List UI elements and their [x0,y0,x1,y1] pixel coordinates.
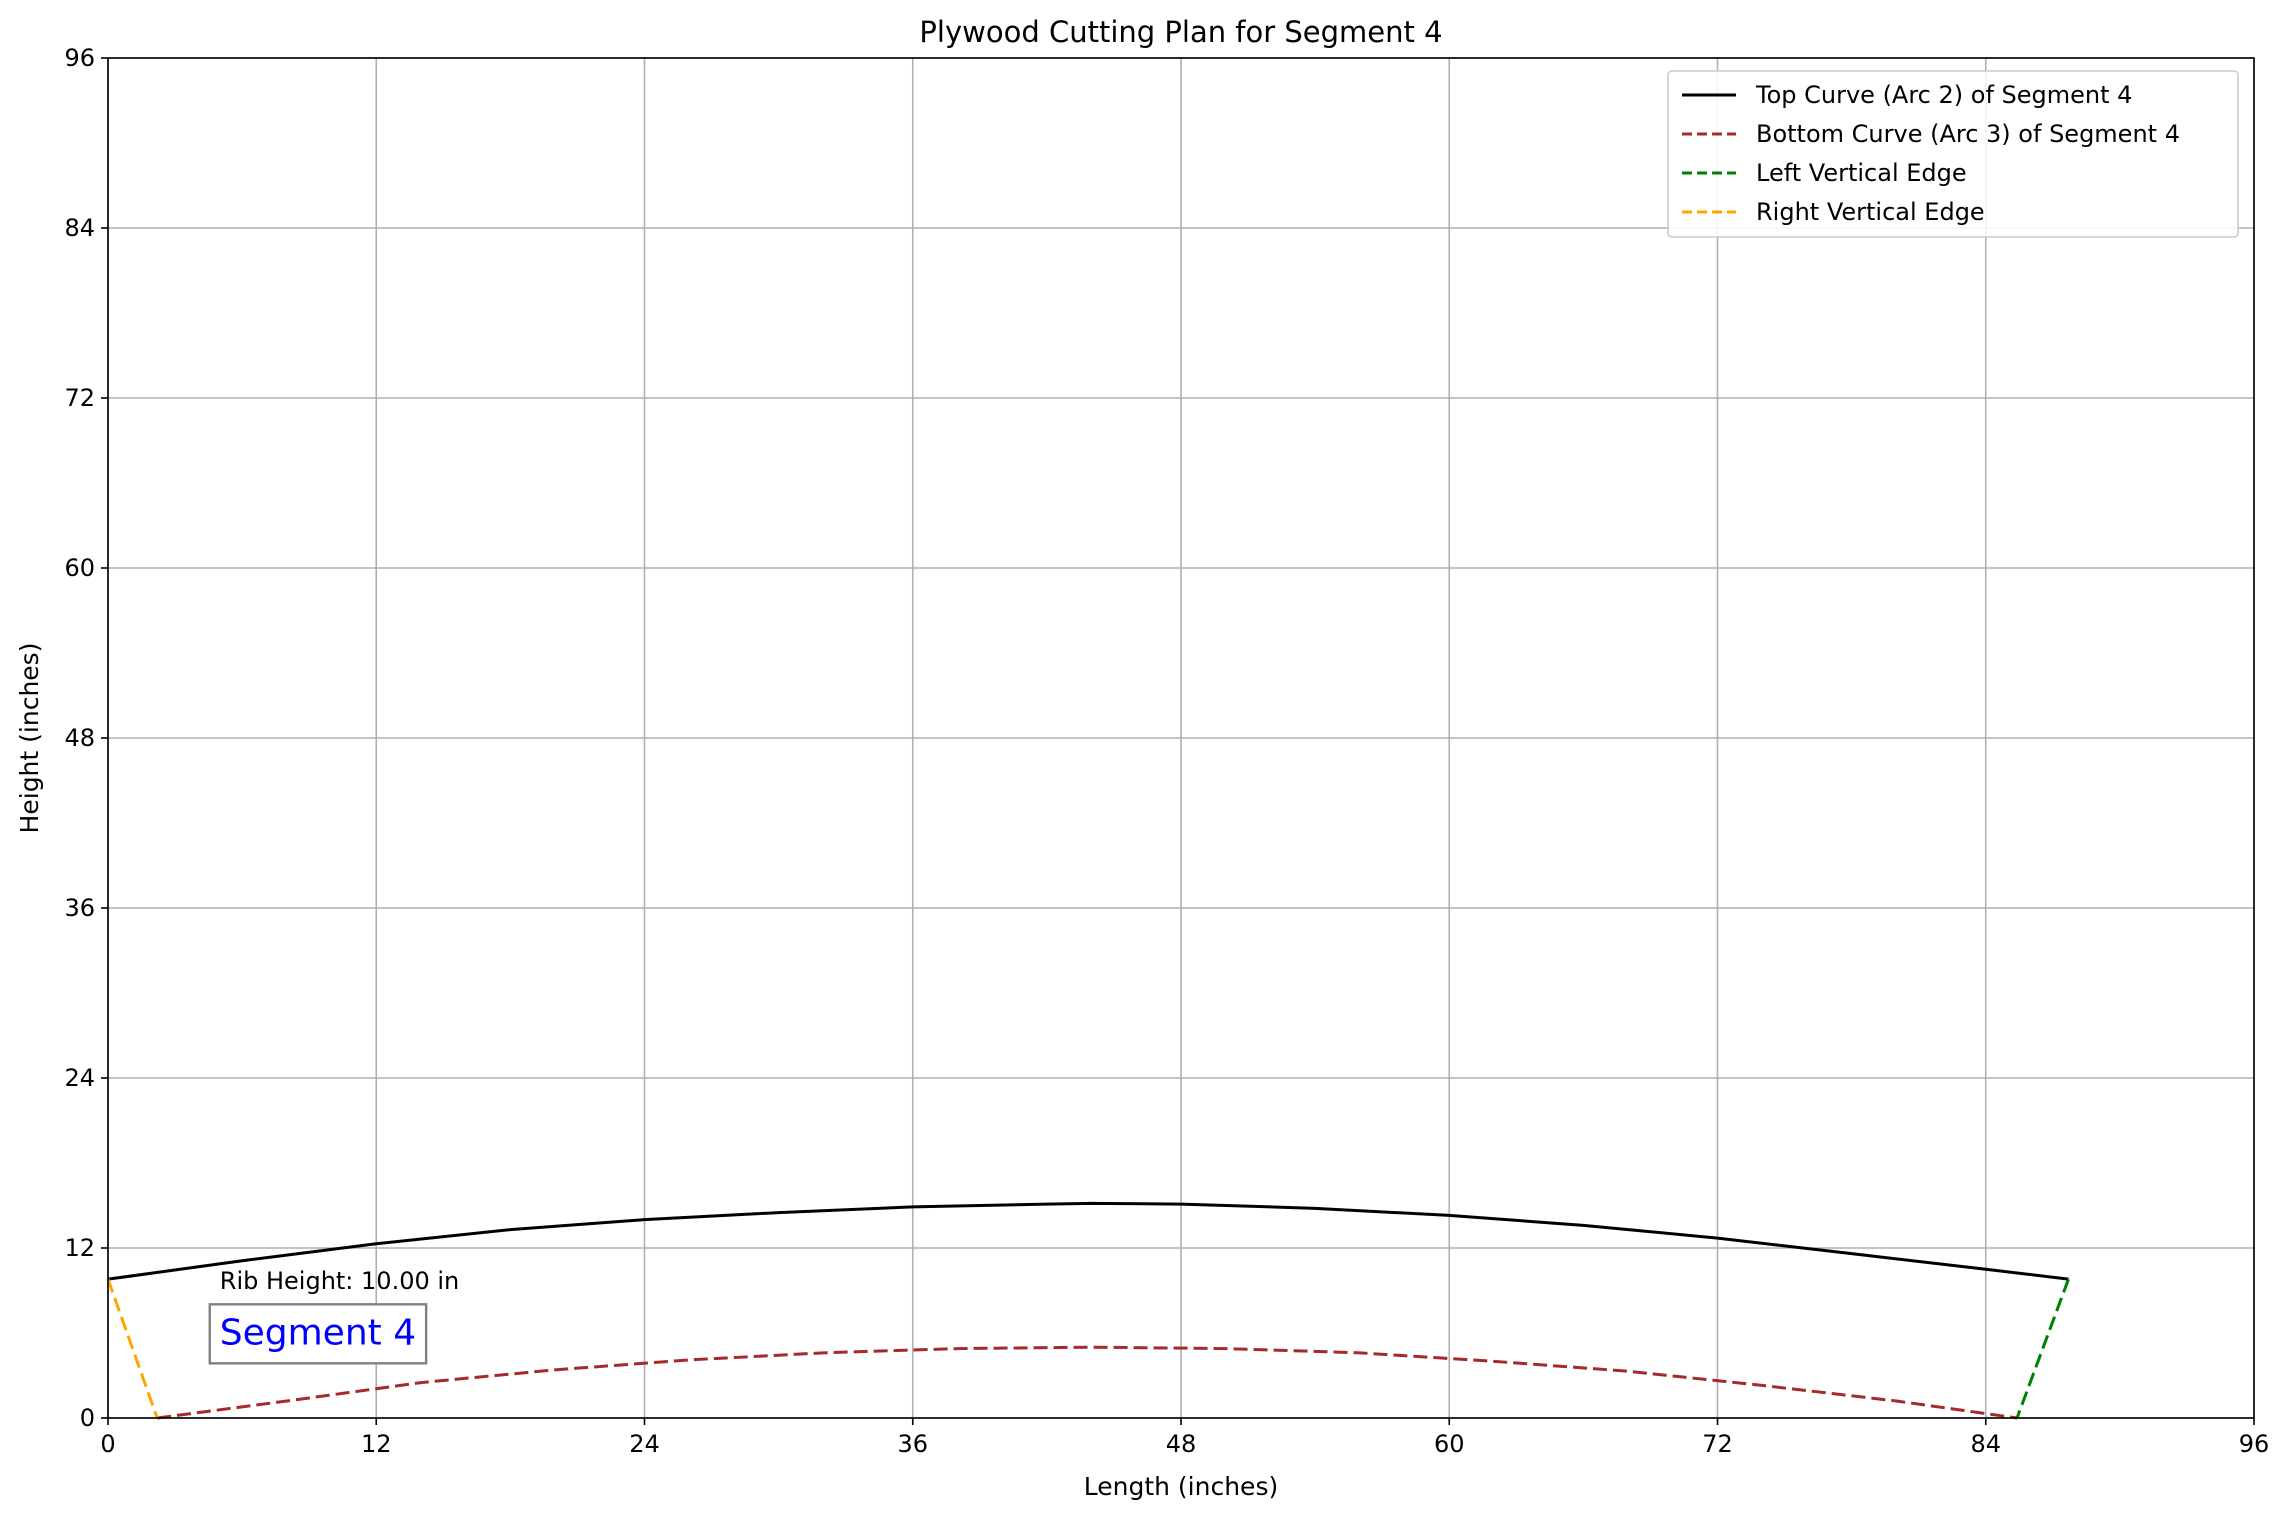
x-tick-label: 36 [897,1430,928,1458]
x-tick-label: 48 [1166,1430,1197,1458]
y-axis-label: Height (inches) [15,643,44,834]
series-line-4 [106,1278,159,1419]
x-tick-label: 84 [1970,1430,2001,1458]
y-tick-label: 48 [64,724,95,752]
annotation-segment-label: Segment 4 [220,1312,416,1353]
y-tick-label: 84 [64,214,95,242]
series-line-2 [156,1345,2018,1420]
y-tick-label: 24 [64,1064,95,1092]
annotation-box [208,1303,428,1365]
y-tick-label: 12 [64,1234,95,1262]
y-tick-label: 60 [64,554,95,582]
x-tick-label: 60 [1434,1430,1465,1458]
x-tick-label: 72 [1702,1430,1733,1458]
ticks: 0 12 24 36 48 60 72 84 96 0 12 24 36 48 60 72 84 96 [64,44,2269,1458]
legend: Top Curve (Arc 2) of Segment 4 Bottom Cur… [1667,70,2239,238]
legend-label: Top Curve (Arc 2) of Segment 4 [1755,81,2132,109]
x-tick-label: 24 [629,1430,660,1458]
chart-title: Plywood Cutting Plan for Segment 4 [919,15,1442,49]
legend-label: Left Vertical Edge [1756,159,1967,187]
y-tick-label: 96 [64,44,95,72]
legend-box [1667,70,2239,238]
series-line-3 [2015,1278,2070,1419]
series-group [106,1201,2070,1420]
y-tick-label: 72 [64,384,95,412]
series-line-1 [107,1201,2069,1281]
x-tick-label: 0 [100,1430,115,1458]
y-tick-label: 36 [64,894,95,922]
legend-label: Right Vertical Edge [1756,198,1985,226]
x-tick-label: 96 [2239,1430,2270,1458]
x-tick-label: 12 [361,1430,392,1458]
legend-label: Bottom Curve (Arc 3) of Segment 4 [1756,120,2180,148]
y-tick-label: 0 [80,1404,95,1432]
annotation-rib-height: Rib Height: 10.00 in [220,1267,459,1295]
annotations: Rib Height: 10.00 in Segment 4 [208,1267,459,1365]
x-axis-label: Length (inches) [1084,1472,1278,1501]
